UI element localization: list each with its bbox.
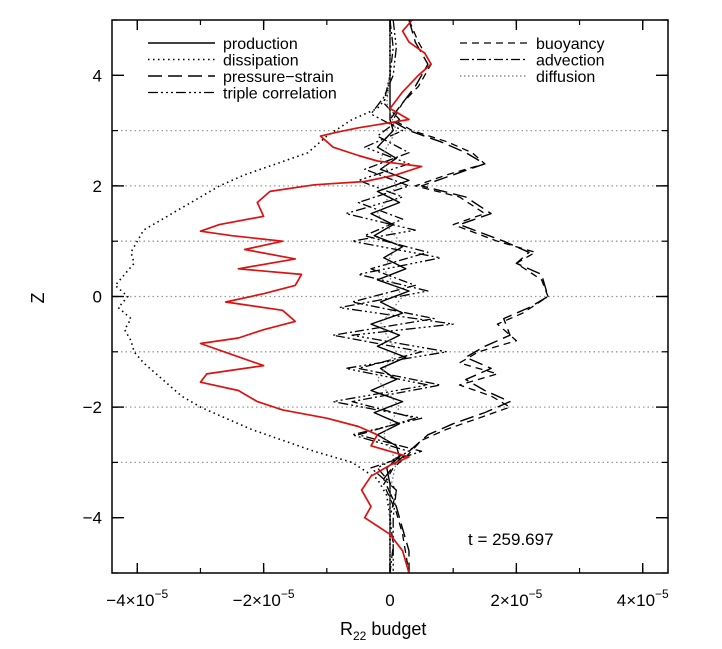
y-tick-label: 4 <box>93 66 102 85</box>
x-tick-mantissa: 4×10 <box>617 591 655 610</box>
y-axis-title: Z <box>28 293 48 304</box>
x-tick-exponent: −5 <box>529 587 543 601</box>
x-axis-title-sub: 22 <box>353 629 367 643</box>
y-tick-label: −4 <box>83 509 102 528</box>
x-axis-title-main: R <box>340 619 353 639</box>
series-buoyancy <box>383 19 549 574</box>
x-tick-label: −4×10−5 <box>106 587 168 610</box>
x-tick-mantissa: 0 <box>385 591 394 610</box>
series-triple-correlation <box>332 19 454 573</box>
series-red-budget <box>199 19 432 574</box>
y-tick-label: 2 <box>93 177 102 196</box>
x-tick-label: 0 <box>385 591 394 610</box>
y-tick-label: −2 <box>83 398 102 417</box>
legend-label: production <box>223 36 298 53</box>
legend-label: triple correlation <box>223 86 337 103</box>
series-layer <box>114 19 549 574</box>
series-dissipation <box>114 20 391 573</box>
y-tick-label: 0 <box>93 288 102 307</box>
time-annotation: t = 259.697 <box>468 530 554 549</box>
x-tick-exponent: −5 <box>281 587 295 601</box>
x-tick-label: 4×10−5 <box>617 587 669 610</box>
legend-label: advection <box>536 53 605 70</box>
x-tick-mantissa: −2×10 <box>233 591 281 610</box>
legend-label: pressure−strain <box>223 69 334 86</box>
x-axis-title-rest: budget <box>366 619 426 639</box>
x-tick-mantissa: −4×10 <box>106 591 154 610</box>
x-tick-exponent: −5 <box>655 587 669 601</box>
legend-label: diffusion <box>536 69 595 86</box>
legend-label: dissipation <box>223 53 299 70</box>
series-pressure-strain <box>383 19 549 573</box>
legend: productiondissipationpressure−straintrip… <box>148 36 605 103</box>
legend-label: buoyancy <box>536 36 605 53</box>
x-tick-exponent: −5 <box>155 587 169 601</box>
x-tick-mantissa: 2×10 <box>490 591 528 610</box>
x-tick-label: 2×10−5 <box>490 587 542 610</box>
x-axis-title: R22 budget <box>340 619 426 643</box>
x-tick-label: −2×10−5 <box>233 587 295 610</box>
